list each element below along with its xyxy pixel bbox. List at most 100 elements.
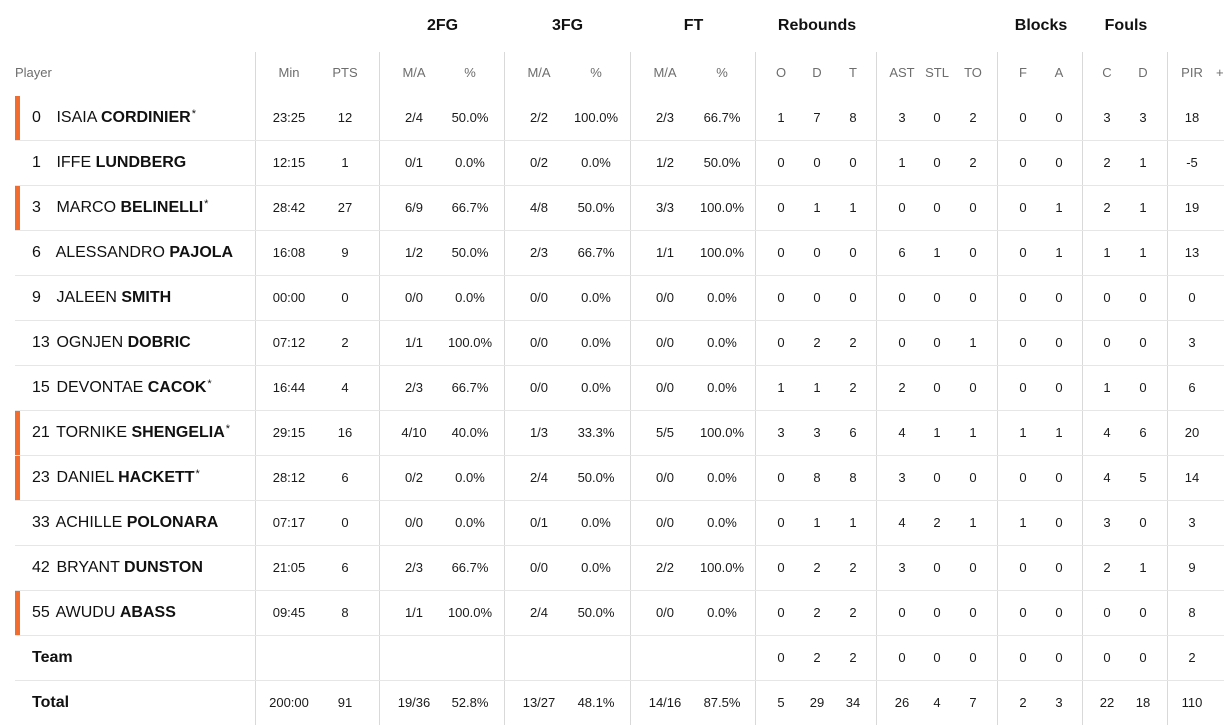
col-header-reb-o[interactable]: O xyxy=(775,65,787,80)
stat-fg2: 1/1 xyxy=(404,605,424,620)
stat-fg2p: 0.0% xyxy=(455,155,485,170)
player-name-cell[interactable]: 13 OGNJEN DOBRIC xyxy=(32,321,262,365)
stat-to: 0 xyxy=(969,290,977,305)
player-name-cell[interactable]: 0 ISAIA CORDINIER* xyxy=(32,96,262,140)
player-name-cell[interactable]: 23 DANIEL HACKETT* xyxy=(32,456,262,500)
col-header-min[interactable]: Min xyxy=(278,65,300,80)
stat-ft: 0/0 xyxy=(655,380,675,395)
col-header-blk-f[interactable]: F xyxy=(1019,65,1027,80)
table-row[interactable]: 55 AWUDU ABASS 09:45 8 1/1 100.0% 2/4 50.0% 0/0… xyxy=(15,591,1224,636)
starter-indicator xyxy=(15,186,20,230)
table-row[interactable]: 13 OGNJEN DOBRIC 07:12 2 1/1 100.0% 0/0 0.0% 0/… xyxy=(15,321,1224,366)
player-last-name[interactable]: BELINELLI xyxy=(120,199,204,216)
player-name-cell[interactable]: 21 TORNIKE SHENGELIA* xyxy=(32,411,262,455)
team-row: Team 0 2 2 0 0 0 0 0 0 0 2 xyxy=(15,636,1224,681)
col-header-foul-d[interactable]: D xyxy=(1138,65,1148,80)
table-row[interactable]: 42 BRYANT DUNSTON 21:05 6 2/3 66.7% 0/0 0.0% 2/… xyxy=(15,546,1224,591)
stat-stl: 1 xyxy=(933,245,941,260)
player-last-name[interactable]: ABASS xyxy=(119,604,176,621)
col-header-2fg-pct[interactable]: % xyxy=(464,65,476,80)
stat-stl: 4 xyxy=(933,695,941,710)
stat-d: 1 xyxy=(813,200,821,215)
stat-pir: 0 xyxy=(1188,290,1196,305)
table-row[interactable]: 6 ALESSANDRO PAJOLA 16:08 9 1/2 50.0% 2/3 66.7… xyxy=(15,231,1224,276)
table-row[interactable]: 23 DANIEL HACKETT* 28:12 6 0/2 0.0% 2/4 50.0% 0… xyxy=(15,456,1224,501)
player-name-cell[interactable]: 9 JALEEN SMITH xyxy=(32,276,262,320)
col-header-2fg-ma[interactable]: M/A xyxy=(402,65,426,80)
stat-ftp: 0.0% xyxy=(707,380,737,395)
player-name-cell[interactable]: 6 ALESSANDRO PAJOLA xyxy=(32,231,262,275)
player-last-name[interactable]: PAJOLA xyxy=(169,244,234,261)
player-last-name[interactable]: DOBRIC xyxy=(127,334,191,351)
stat-fg2: 1/1 xyxy=(404,335,424,350)
col-header-3fg-ma[interactable]: M/A xyxy=(527,65,551,80)
stat-stl: 0 xyxy=(933,605,941,620)
col-header-blk-a[interactable]: A xyxy=(1054,65,1064,80)
col-header-ast[interactable]: AST xyxy=(889,65,915,80)
col-header-3fg-pct[interactable]: % xyxy=(590,65,602,80)
stat-pir: 3 xyxy=(1188,335,1196,350)
table-row[interactable]: 9 JALEEN SMITH 00:00 0 0/0 0.0% 0/0 0.0% 0/0 0.0… xyxy=(15,276,1224,321)
player-last-name[interactable]: POLONARA xyxy=(126,514,219,531)
col-header-reb-d[interactable]: D xyxy=(812,65,822,80)
stat-pts: 8 xyxy=(341,605,349,620)
col-header-ft-pct[interactable]: % xyxy=(716,65,728,80)
stat-fg2: 2/3 xyxy=(404,380,424,395)
separator xyxy=(379,52,380,725)
col-header-reb-t[interactable]: T xyxy=(849,65,857,80)
stat-ftp: 0.0% xyxy=(707,605,737,620)
player-name-cell[interactable]: 1 IFFE LUNDBERG xyxy=(32,141,262,185)
col-header-plus-minus[interactable]: + xyxy=(1216,65,1224,80)
table-row[interactable]: 3 MARCO BELINELLI* 28:42 27 6/9 66.7% 4/8 50.0… xyxy=(15,186,1224,231)
player-name-cell[interactable]: 15 DEVONTAE CACOK* xyxy=(32,366,262,410)
col-header-pir[interactable]: PIR xyxy=(1181,65,1203,80)
stat-ba: 0 xyxy=(1055,560,1063,575)
stat-pir: 19 xyxy=(1184,200,1200,215)
stat-fg3: 0/1 xyxy=(529,515,549,530)
player-last-name[interactable]: DUNSTON xyxy=(124,559,203,576)
stat-ast: 0 xyxy=(898,290,906,305)
table-row[interactable]: 15 DEVONTAE CACOK* 16:44 4 2/3 66.7% 0/0 0.0% 0… xyxy=(15,366,1224,411)
stat-pts: 9 xyxy=(341,245,349,260)
player-name-cell[interactable]: 33 ACHILLE POLONARA xyxy=(32,501,262,545)
player-last-name[interactable]: CORDINIER xyxy=(100,109,191,126)
player-first-name: ISAIA xyxy=(56,109,97,126)
stat-fd: 0 xyxy=(1139,605,1147,620)
player-first-name: DANIEL xyxy=(56,469,114,486)
player-last-name[interactable]: SHENGELIA xyxy=(131,424,225,441)
stat-ba: 0 xyxy=(1055,290,1063,305)
player-name-cell[interactable]: 42 BRYANT DUNSTON xyxy=(32,546,262,590)
table-row[interactable]: 0 ISAIA CORDINIER* 23:25 12 2/4 50.0% 2/2 100.… xyxy=(15,96,1224,141)
col-header-stl[interactable]: STL xyxy=(925,65,949,80)
col-header-to[interactable]: TO xyxy=(964,65,982,80)
player-first-name: IFFE xyxy=(56,154,92,171)
table-row[interactable]: 1 IFFE LUNDBERG 12:15 1 0/1 0.0% 0/2 0.0% 1/2 50… xyxy=(15,141,1224,186)
stat-ba: 0 xyxy=(1055,650,1063,665)
stat-pir: 6 xyxy=(1188,380,1196,395)
player-first-name: TORNIKE xyxy=(56,424,127,441)
stat-ft: 1/2 xyxy=(655,155,675,170)
separator xyxy=(1167,52,1168,725)
stat-ba: 1 xyxy=(1055,245,1063,260)
stat-fg2: 19/36 xyxy=(397,695,431,710)
separator xyxy=(876,52,877,725)
stat-fc: 4 xyxy=(1103,470,1111,485)
table-row[interactable]: 21 TORNIKE SHENGELIA* 29:15 16 4/10 40.0% 1/3… xyxy=(15,411,1224,456)
player-last-name[interactable]: LUNDBERG xyxy=(95,154,187,171)
player-name-cell[interactable]: 55 AWUDU ABASS xyxy=(32,591,262,635)
stat-o: 0 xyxy=(777,245,785,260)
player-last-name[interactable]: SMITH xyxy=(121,289,172,306)
player-last-name[interactable]: HACKETT xyxy=(118,469,195,486)
col-header-ft-ma[interactable]: M/A xyxy=(653,65,677,80)
player-name-cell[interactable]: 3 MARCO BELINELLI* xyxy=(32,186,262,230)
stat-fd: 0 xyxy=(1139,650,1147,665)
col-header-foul-c[interactable]: C xyxy=(1102,65,1112,80)
col-header-player[interactable]: Player xyxy=(15,65,52,80)
table-row[interactable]: 33 ACHILLE POLONARA 07:17 0 0/0 0.0% 0/1 0.0% 0… xyxy=(15,501,1224,546)
separator xyxy=(997,52,998,725)
stat-bf: 0 xyxy=(1019,470,1027,485)
stat-pir: 20 xyxy=(1184,425,1200,440)
player-last-name[interactable]: CACOK xyxy=(147,379,207,396)
stat-stl: 1 xyxy=(933,425,941,440)
col-header-pts[interactable]: PTS xyxy=(332,65,358,80)
